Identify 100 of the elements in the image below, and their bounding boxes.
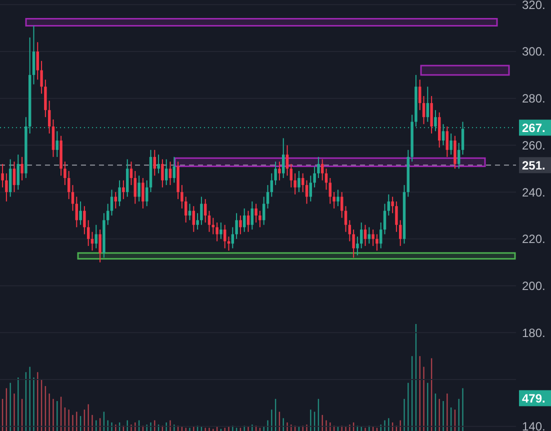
candlestick xyxy=(391,196,394,214)
candlestick xyxy=(145,180,148,207)
candlestick xyxy=(1,163,4,188)
candlestick xyxy=(200,196,203,226)
candlestick xyxy=(282,138,285,179)
candlestick xyxy=(126,158,129,198)
candlestick xyxy=(110,189,114,216)
candlestick xyxy=(418,79,422,111)
candlestick xyxy=(328,178,332,204)
candlestick xyxy=(298,170,300,193)
candlestick xyxy=(266,184,270,209)
candlestick xyxy=(142,178,144,209)
candlestick xyxy=(16,154,20,190)
candlestick xyxy=(457,142,460,170)
candlestick xyxy=(395,200,398,232)
candlestick xyxy=(172,156,176,184)
candlestick xyxy=(438,112,441,148)
candlestick xyxy=(454,135,456,170)
candlestick xyxy=(364,224,367,246)
y-tick-label: 180. xyxy=(522,326,546,340)
candlestick xyxy=(161,158,164,188)
candlestick xyxy=(387,194,390,216)
candlestick xyxy=(216,222,218,242)
candlestick xyxy=(8,158,12,198)
candlestick xyxy=(301,172,304,193)
candlestick xyxy=(94,224,98,249)
candlestick xyxy=(86,220,90,246)
candlestick xyxy=(204,198,207,224)
y-tick-label: 220. xyxy=(522,232,546,246)
candlestick xyxy=(184,196,188,224)
candlestick xyxy=(352,229,355,258)
y-tick-label: 320. xyxy=(522,0,546,12)
candlestick xyxy=(164,158,168,186)
candlestick xyxy=(254,203,258,224)
candlestick xyxy=(258,210,262,228)
candlestick xyxy=(36,42,39,80)
candlestick xyxy=(294,172,296,195)
candlestick xyxy=(286,144,289,176)
candlestick xyxy=(231,226,234,249)
candlestick xyxy=(274,161,277,186)
candlestick xyxy=(426,86,430,122)
candlestick xyxy=(430,96,433,134)
candlestick xyxy=(336,189,340,207)
candlestick xyxy=(220,222,222,240)
candlestick xyxy=(40,60,43,94)
candlestick xyxy=(130,161,133,186)
candlestick xyxy=(118,180,121,207)
candlestick xyxy=(83,206,86,235)
y-tick-label: 200. xyxy=(522,278,546,293)
candlestick xyxy=(317,156,320,179)
candlestick xyxy=(239,215,242,235)
candlestick xyxy=(356,236,359,256)
candlestick xyxy=(313,166,316,188)
candlestick xyxy=(398,220,402,246)
candlestick xyxy=(376,234,378,252)
candlestick xyxy=(48,100,51,134)
y-tick-label: 280. xyxy=(522,92,546,106)
y-tick-label: 240. xyxy=(522,185,546,200)
candlestick xyxy=(368,226,371,244)
y-tick-label: 300. xyxy=(522,44,546,59)
candlestick xyxy=(20,156,24,181)
candlestick xyxy=(134,170,137,204)
candlestick xyxy=(320,158,324,181)
candlestick xyxy=(235,212,238,240)
text: 479. xyxy=(522,391,546,406)
ref-line-label: 267. xyxy=(522,120,546,135)
candlestick xyxy=(270,172,274,198)
candlestick xyxy=(44,79,47,118)
candlestick xyxy=(446,126,449,158)
candlestick xyxy=(383,203,386,235)
y-tick-label: 260. xyxy=(522,138,546,152)
candlestick xyxy=(278,161,281,181)
candlestick xyxy=(52,118,55,158)
candlestick xyxy=(153,149,156,176)
candlestick xyxy=(32,25,36,85)
candlestick xyxy=(242,208,246,232)
candlestick xyxy=(138,175,140,202)
candlestick xyxy=(122,180,125,200)
candlestick xyxy=(64,161,66,186)
candlestick xyxy=(79,200,82,226)
candlestick xyxy=(157,154,160,174)
candlestick xyxy=(98,229,102,263)
candlestick xyxy=(290,163,293,188)
ref-line-label: 251. xyxy=(522,158,546,172)
candlestick xyxy=(71,184,74,212)
candlestick xyxy=(180,184,184,209)
y-tick-label: 140. xyxy=(522,420,546,431)
candlestick xyxy=(340,192,344,218)
candlestick xyxy=(67,170,70,200)
candlestick xyxy=(246,210,250,232)
candlestick xyxy=(223,224,226,249)
candlestick xyxy=(360,222,363,249)
candlestick xyxy=(309,175,312,202)
candlestick xyxy=(332,192,336,209)
candlestick xyxy=(379,222,382,249)
candlestick xyxy=(422,96,426,125)
candlestick xyxy=(192,206,196,232)
candlestick xyxy=(208,210,211,232)
candlestick xyxy=(5,172,8,202)
candlestick xyxy=(196,212,199,230)
